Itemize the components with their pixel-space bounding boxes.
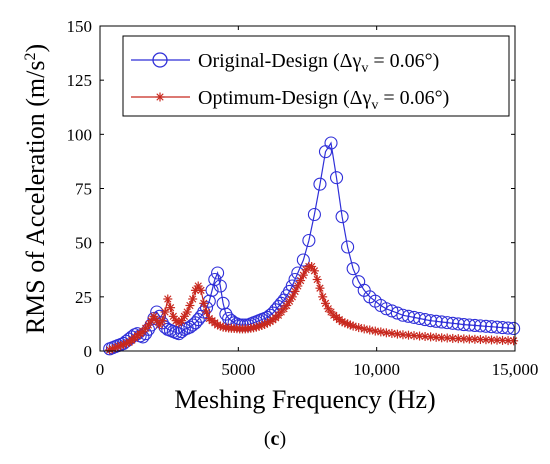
data-point-asterisk: [354, 323, 364, 333]
data-point-asterisk: [199, 298, 209, 308]
data-point-circle: [313, 177, 327, 191]
x-tick-label: 10,000: [353, 360, 400, 379]
data-point-circle: [341, 240, 355, 254]
data-point-asterisk: [320, 298, 330, 308]
data-point-circle: [484, 320, 499, 334]
legend: Original-Design (Δγv = 0.06°) Optimum-De…: [122, 35, 510, 117]
data-point-circle: [479, 319, 493, 333]
y-tick-label: 75: [75, 180, 92, 199]
data-point-circle: [457, 318, 471, 332]
data-point-asterisk: [365, 325, 375, 335]
legend-box: [122, 35, 510, 117]
data-point-circle: [490, 320, 504, 334]
y-tick-label: 100: [67, 125, 93, 144]
data-point-asterisk: [486, 335, 496, 345]
y-axis-title: RMS of Acceleration (m/s2): [21, 44, 50, 334]
data-point-circle: [468, 318, 482, 332]
data-point-circle: [296, 253, 310, 267]
data-point-circle: [507, 321, 521, 336]
series-optimum-design: [105, 262, 519, 355]
data-point-circle: [302, 233, 316, 248]
data-point-circle: [335, 210, 349, 224]
data-point-asterisk: [160, 307, 170, 317]
data-point-asterisk: [315, 283, 325, 293]
y-tick-label: 0: [84, 342, 93, 361]
legend-original-label: Original-Design (Δγv = 0.06°): [198, 50, 439, 76]
data-point-asterisk: [459, 334, 469, 344]
data-point-circle: [213, 279, 227, 293]
legend-asterisk-shape: [155, 92, 165, 102]
data-point-asterisk: [149, 311, 159, 321]
data-point-asterisk: [453, 334, 463, 344]
series-layer: [103, 136, 521, 356]
data-point-asterisk: [359, 324, 369, 334]
data-point-circle: [501, 321, 515, 335]
data-point-asterisk: [188, 294, 198, 304]
figure-caption: (c): [264, 428, 286, 450]
data-point-circle: [211, 266, 225, 280]
data-point-asterisk: [509, 336, 519, 346]
data-point-circle: [440, 316, 454, 330]
data-point-asterisk: [163, 294, 173, 304]
data-point-asterisk: [287, 292, 297, 302]
data-point-circle: [324, 136, 338, 150]
data-point-asterisk: [168, 311, 178, 321]
x-tick-label: 15,000: [492, 360, 539, 379]
data-point-asterisk: [166, 303, 176, 313]
data-point-asterisk: [157, 316, 167, 326]
data-point-circle: [495, 321, 510, 335]
series-original-design: [103, 136, 521, 356]
data-point-asterisk: [312, 275, 322, 284]
x-tick-label: 0: [96, 360, 105, 379]
data-point-circle: [473, 319, 487, 333]
data-point-circle: [451, 317, 465, 331]
data-point-circle: [307, 207, 321, 222]
data-point-circle: [379, 302, 393, 316]
axis-ticks: 0 5000 10,000 15,000 0 25 50 75 100 125 150: [67, 17, 539, 379]
y-tick-label: 25: [75, 288, 92, 307]
legend-optimum-label: Optimum-Design (Δγv = 0.06°): [198, 87, 449, 113]
data-point-circle: [329, 171, 344, 185]
legend-optimum-marker: [155, 92, 165, 102]
y-tick-label: 50: [75, 234, 92, 253]
data-point-circle: [446, 316, 460, 330]
data-point-asterisk: [464, 334, 474, 344]
data-point-asterisk: [503, 336, 513, 346]
data-point-circle: [462, 318, 476, 332]
data-point-circle: [346, 262, 360, 276]
data-point-asterisk: [293, 281, 303, 291]
plot-frame: [99, 25, 516, 352]
y-tick-label: 150: [67, 17, 93, 36]
x-axis-title: Meshing Frequency (Hz): [174, 385, 435, 414]
data-point-circle: [435, 315, 449, 329]
data-point-circle: [385, 304, 399, 318]
x-tick-label: 5000: [221, 360, 255, 379]
legend-original-marker: [152, 52, 168, 68]
data-point-circle: [429, 314, 443, 328]
data-point-asterisk: [309, 266, 319, 276]
y-tick-label: 125: [67, 71, 93, 90]
data-point-asterisk: [348, 321, 358, 331]
data-point-circle: [424, 314, 438, 328]
data-point-circle: [418, 313, 432, 327]
data-point-asterisk: [196, 285, 206, 295]
data-point-asterisk: [152, 316, 162, 326]
